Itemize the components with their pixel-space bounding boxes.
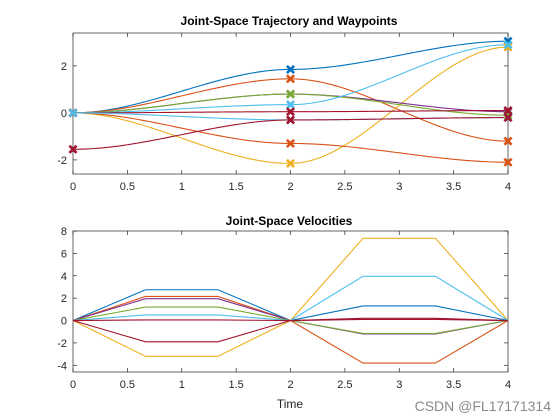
waypoint-marker (503, 113, 513, 123)
x-tick-label: 2 (287, 379, 293, 391)
x-tick-label: 3 (396, 379, 402, 391)
x-tick-label: 1 (179, 379, 185, 391)
y-tick-label: 0 (61, 108, 67, 120)
waypoint-marker (285, 158, 296, 168)
waypoint-marker (285, 89, 296, 99)
waypoint-marker (285, 100, 296, 110)
waypoint-marker (285, 115, 296, 125)
x-tick-label: 4 (505, 181, 511, 193)
x-tick-label: 0 (70, 379, 76, 391)
waypoint-marker (68, 108, 78, 118)
y-tick-label: 4 (61, 271, 67, 283)
watermark: CSDN @FL17171314 (415, 398, 552, 414)
y-tick-label: 8 (61, 226, 67, 238)
x-tick-label: 2.5 (337, 379, 352, 391)
y-tick-label: 6 (61, 248, 67, 260)
waypoint-marker (285, 74, 296, 84)
y-tick-label: -4 (57, 360, 67, 372)
x-tick-label: 2 (287, 181, 293, 193)
velocity-plot-title: Joint-Space Velocities (226, 214, 353, 228)
waypoint-marker (68, 144, 78, 154)
x-tick-label: 1 (179, 181, 185, 193)
y-tick-label: 0 (61, 316, 67, 328)
x-tick-label: 3.5 (446, 181, 461, 193)
trajectory-plot-ticks: 0 0.5 1 1.5 2 2.5 3 3.5 4 -2 0 2 (57, 33, 511, 193)
trajectory-plot-title: Joint-Space Trajectory and Waypoints (181, 14, 398, 28)
waypoint-marker (503, 42, 513, 52)
y-tick-label: 2 (61, 61, 67, 73)
y-tick-label: -2 (57, 155, 67, 167)
waypoint-marker (503, 157, 513, 167)
y-tick-label: -2 (57, 338, 67, 350)
velocity-plot-xlabel: Time (277, 397, 304, 411)
velocity-plot: Joint-Space Velocities 0 0.5 1 1.5 2 2.5 3 3.5 4… (57, 214, 511, 411)
y-tick-label: 2 (61, 293, 67, 305)
x-tick-label: 0.5 (120, 181, 135, 193)
x-tick-label: 4 (505, 379, 511, 391)
waypoint-marker (503, 106, 513, 116)
x-tick-label: 3 (396, 181, 402, 193)
waypoint-marker (503, 40, 513, 50)
x-tick-label: 1.5 (228, 181, 243, 193)
waypoint-marker (285, 138, 296, 148)
waypoint-marker (285, 64, 296, 74)
velocity-plot-series (72, 237, 509, 364)
trajectory-plot-waypoints (68, 36, 513, 168)
trajectory-plot: Joint-Space Trajectory and Waypoints 0 0.… (57, 14, 513, 193)
joint-velocity-line-8 (72, 317, 509, 343)
x-tick-label: 0.5 (120, 379, 135, 391)
velocity-plot-frame (72, 230, 509, 373)
x-tick-label: 2.5 (337, 181, 352, 193)
x-tick-label: 1.5 (228, 379, 243, 391)
x-tick-label: 0 (70, 181, 76, 193)
waypoint-marker (503, 136, 513, 146)
waypoint-marker (285, 107, 296, 117)
x-tick-label: 3.5 (446, 379, 461, 391)
